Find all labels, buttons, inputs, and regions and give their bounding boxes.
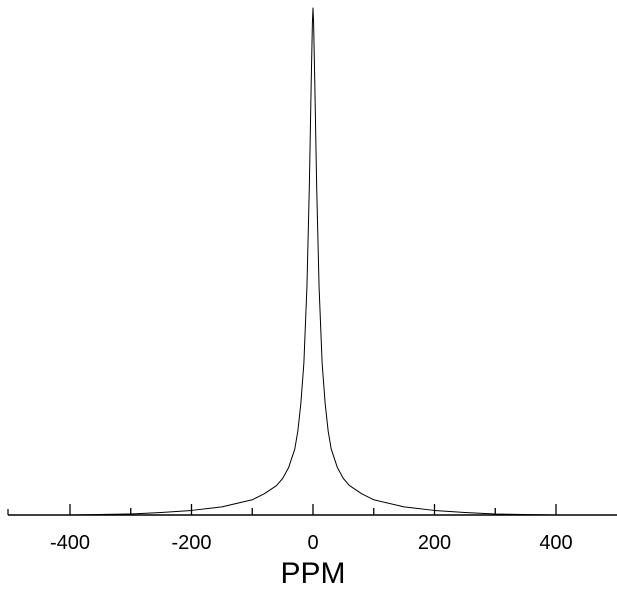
x-tick-label-0: 0 <box>307 532 318 554</box>
x-tick-label--200: -200 <box>171 532 211 554</box>
x-axis-title: PPM <box>280 557 345 590</box>
x-axis-tick-labels: -400 -200 0 200 400 <box>50 532 573 554</box>
x-tick-label--400: -400 <box>50 532 90 554</box>
x-tick-label-200: 200 <box>418 532 451 554</box>
series-line-0 <box>9 7 617 516</box>
series-group <box>9 7 617 516</box>
x-tick-label-400: 400 <box>539 532 572 554</box>
